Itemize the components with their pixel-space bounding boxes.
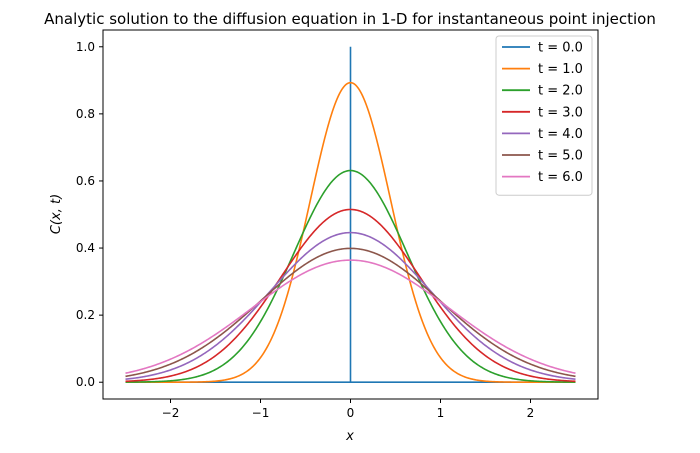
legend-label: t = 4.0 [538,127,583,142]
plot-area [125,46,576,384]
legend-label: t = 1.0 [538,62,583,77]
x-axis: −2 −1 0 1 2 [162,399,535,420]
series-line-5 [125,247,576,378]
x-axis-label: x [345,429,354,444]
legend-label: t = 0.0 [538,41,583,56]
series-line-0 [125,46,576,384]
y-tick-label: 0.2 [76,308,95,322]
legend-label: t = 3.0 [538,105,583,120]
y-axis: 0.0 0.2 0.4 0.6 0.8 1.0 [76,40,103,389]
series-line-2 [125,169,576,383]
y-tick-label: 0.6 [76,174,95,188]
x-tick-label: −1 [252,406,270,420]
series-line-1 [125,81,576,384]
legend: t = 0.0 t = 1.0 t = 2.0 t = 3.0 t = 4.0 t = 5… [495,35,593,196]
y-tick-label: 0.8 [76,107,95,121]
x-tick-label: 0 [347,406,355,420]
legend-label: t = 2.0 [538,84,583,99]
legend-label: t = 5.0 [538,149,583,164]
y-axis-label: C(x, t) [49,194,64,234]
series-line-6 [125,259,576,374]
legend-label: t = 6.0 [538,170,583,185]
x-tick-label: 2 [527,406,535,420]
y-tick-label: 1.0 [76,40,95,54]
chart-title: Analytic solution to the diffusion equat… [44,10,656,28]
series-line-4 [125,231,576,381]
y-tick-label: 0.0 [76,375,95,389]
x-tick-label: 1 [437,406,445,420]
y-tick-label: 0.4 [76,241,95,255]
series-line-3 [125,208,576,383]
x-tick-label: −2 [162,406,180,420]
